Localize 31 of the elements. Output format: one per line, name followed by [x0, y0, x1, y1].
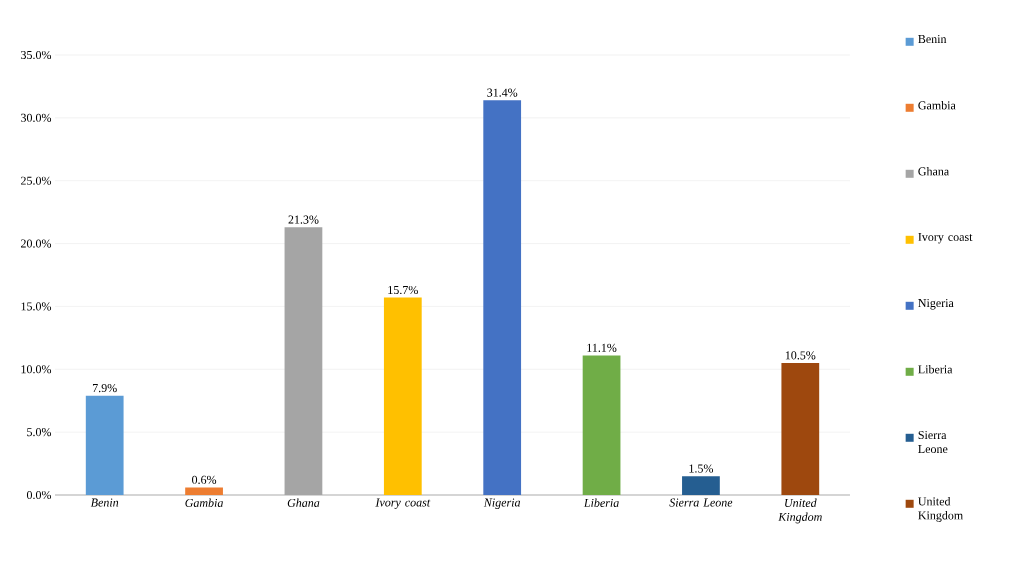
x-tick-label: Gambia	[185, 498, 223, 507]
x-tick-label: Ghana	[287, 498, 320, 507]
x-tick-label: Sierra Leone	[669, 498, 733, 507]
data-label: 0.6%	[192, 475, 217, 484]
y-tick-label: 30.0%	[21, 113, 52, 122]
y-tick-label: 10.0%	[21, 365, 52, 374]
x-tick-label: Liberia	[583, 498, 619, 507]
legend-label: Nigeria	[918, 298, 954, 310]
data-label: 10.5%	[785, 351, 816, 360]
data-label: 31.4%	[487, 88, 518, 97]
x-tick-label: Nigeria	[483, 498, 521, 510]
legend-label: Liberia	[918, 364, 953, 374]
data-label: 11.1%	[587, 343, 617, 352]
data-label: 7.9%	[92, 383, 117, 393]
y-tick-label: 15.0%	[21, 302, 52, 311]
legend-label: Ghana	[918, 166, 949, 176]
y-tick-label: 0.0%	[26, 490, 52, 500]
legend-label: Sierra Leone	[918, 430, 948, 454]
x-tick-label: United Kingdom	[778, 498, 822, 524]
x-tick-label: Benin	[90, 498, 119, 507]
y-tick-label: 20.0%	[21, 239, 52, 248]
legend-label: Benin	[918, 34, 947, 44]
legend-label: Gambia	[918, 100, 956, 110]
data-label: 15.7%	[388, 285, 418, 295]
y-tick-label: 35.0%	[21, 50, 52, 60]
data-label: 1.5%	[689, 464, 714, 473]
legend-label: Ivory coast	[918, 232, 973, 244]
y-tick-label: 25.0%	[21, 176, 52, 185]
y-tick-label: 5.0%	[27, 428, 52, 437]
x-tick-label: Ivory coast	[375, 498, 431, 509]
data-label: 21.3%	[288, 215, 319, 224]
